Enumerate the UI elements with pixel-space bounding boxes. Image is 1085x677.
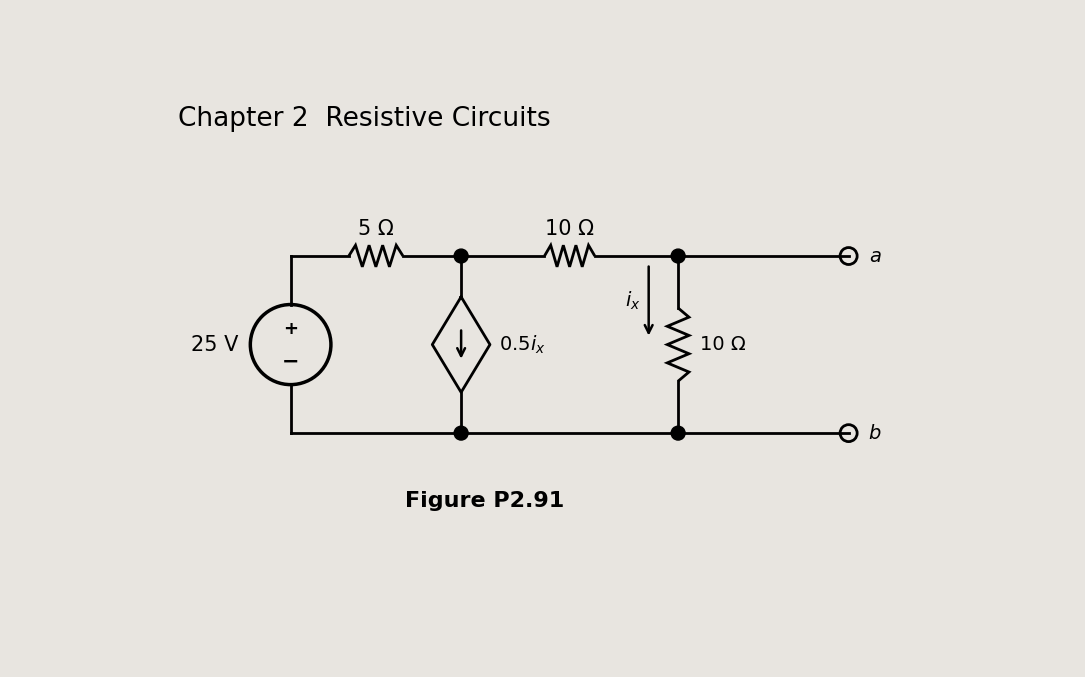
Text: b: b xyxy=(869,424,881,443)
Circle shape xyxy=(672,427,685,440)
Circle shape xyxy=(672,249,685,263)
Text: 10 Ω: 10 Ω xyxy=(700,335,745,354)
Text: a: a xyxy=(869,246,881,265)
Text: +: + xyxy=(283,320,298,338)
Text: Chapter 2  Resistive Circuits: Chapter 2 Resistive Circuits xyxy=(178,106,551,132)
Text: 5 Ω: 5 Ω xyxy=(358,219,394,239)
Circle shape xyxy=(455,427,468,440)
Text: 10 Ω: 10 Ω xyxy=(545,219,595,239)
Text: Figure P2.91: Figure P2.91 xyxy=(405,491,564,511)
Text: −: − xyxy=(282,351,299,372)
Text: $i_x$: $i_x$ xyxy=(625,290,641,312)
Text: 25 V: 25 V xyxy=(191,334,239,355)
Text: $0.5i_x$: $0.5i_x$ xyxy=(499,334,546,355)
Circle shape xyxy=(455,249,468,263)
